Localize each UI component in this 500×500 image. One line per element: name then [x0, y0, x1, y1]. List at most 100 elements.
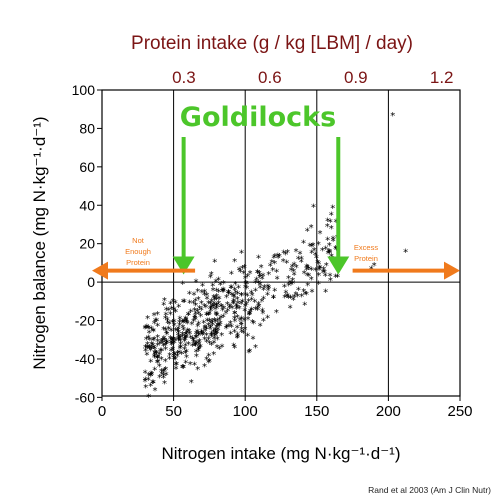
data-point: * — [185, 326, 190, 337]
data-point: * — [213, 278, 218, 289]
data-point: * — [204, 325, 209, 336]
data-point: * — [237, 266, 242, 277]
data-point: * — [189, 378, 194, 389]
data-point: * — [316, 271, 321, 282]
data-point: * — [215, 317, 220, 328]
data-point: * — [235, 332, 240, 343]
data-point: * — [196, 331, 201, 342]
data-point: * — [290, 263, 295, 274]
data-point: * — [156, 358, 161, 369]
data-point: * — [187, 290, 192, 301]
data-point: * — [323, 288, 328, 299]
data-point: * — [159, 347, 164, 358]
data-point: * — [163, 311, 168, 322]
data-point: * — [215, 311, 220, 322]
data-point: * — [272, 286, 277, 297]
data-point: * — [147, 336, 152, 347]
data-point-outlier: * — [372, 261, 377, 272]
data-point: * — [191, 336, 196, 347]
data-point: * — [199, 327, 204, 338]
data-point: * — [145, 343, 150, 354]
data-point: * — [175, 349, 180, 360]
data-point: * — [188, 308, 193, 319]
data-point: * — [247, 310, 252, 321]
data-point: * — [144, 351, 149, 362]
data-point: * — [184, 316, 189, 327]
y-tick-label: 80 — [79, 120, 95, 136]
data-point: * — [164, 339, 169, 350]
data-point: * — [196, 345, 201, 356]
data-point: * — [197, 343, 202, 354]
y-tick-label: 20 — [79, 236, 95, 252]
data-point: * — [194, 348, 199, 359]
data-point: * — [161, 368, 166, 379]
data-point: * — [178, 343, 183, 354]
data-point: * — [309, 266, 314, 277]
data-point: * — [170, 339, 175, 350]
data-point: * — [192, 361, 197, 372]
data-point: * — [150, 341, 155, 352]
data-point: * — [219, 331, 224, 342]
excess-protein-label: Excess — [354, 243, 378, 252]
data-point: * — [161, 301, 166, 312]
data-point: * — [202, 302, 207, 313]
data-point: * — [201, 330, 206, 341]
data-point: * — [281, 248, 286, 259]
goldilocks-arrow-head — [327, 256, 350, 275]
data-point: * — [192, 313, 197, 324]
data-point: * — [205, 317, 210, 328]
data-point: * — [225, 306, 230, 317]
data-point: * — [243, 325, 248, 336]
not-enough-protein-label: Protein — [126, 258, 150, 267]
annotations: Goldilocks Not Enough Protein Excess Protein — [92, 102, 460, 280]
data-point: * — [296, 285, 301, 296]
data-point: * — [327, 241, 332, 252]
right-arrow-head — [444, 261, 460, 280]
data-point: * — [232, 293, 237, 304]
data-point: * — [249, 289, 254, 300]
data-point: * — [292, 293, 297, 304]
data-point: * — [258, 284, 263, 295]
data-point: * — [203, 326, 208, 337]
data-point: * — [196, 330, 201, 341]
data-point: * — [163, 341, 168, 352]
data-point: * — [329, 210, 334, 221]
data-point: * — [309, 242, 314, 253]
data-point: * — [163, 326, 168, 337]
data-point: * — [169, 341, 174, 352]
data-point: * — [183, 333, 188, 344]
data-point: * — [316, 260, 321, 271]
data-point: * — [171, 335, 176, 346]
data-point: * — [202, 290, 207, 301]
data-point: * — [206, 352, 211, 363]
data-point: * — [253, 287, 258, 298]
data-point: * — [147, 328, 152, 339]
data-point: * — [270, 266, 275, 277]
y-tick-label: 60 — [79, 159, 95, 175]
data-point: * — [152, 335, 157, 346]
data-point: * — [275, 275, 280, 286]
data-point: * — [260, 307, 265, 318]
data-point: * — [228, 319, 233, 330]
x-axis-ticks: 0 50 100 150 200 250 — [98, 396, 473, 420]
data-point: * — [204, 311, 209, 322]
data-point: * — [248, 269, 253, 280]
excess-protein-label: Protein — [354, 254, 378, 263]
data-point: * — [166, 306, 171, 317]
data-point: * — [313, 266, 318, 277]
data-point: * — [180, 280, 185, 291]
data-point: * — [238, 316, 243, 327]
top-tick-label: 0.6 — [258, 68, 282, 87]
data-point: * — [305, 281, 310, 292]
data-point: * — [145, 314, 150, 325]
data-point: * — [168, 310, 173, 321]
y-tick-label: -40 — [75, 351, 95, 367]
data-point: * — [214, 323, 219, 334]
data-point: * — [178, 344, 183, 355]
data-point: * — [176, 331, 181, 342]
data-point: * — [162, 296, 167, 307]
data-point: * — [165, 319, 170, 330]
data-point: * — [173, 307, 178, 318]
data-point: * — [269, 258, 274, 269]
data-point: * — [151, 336, 156, 347]
